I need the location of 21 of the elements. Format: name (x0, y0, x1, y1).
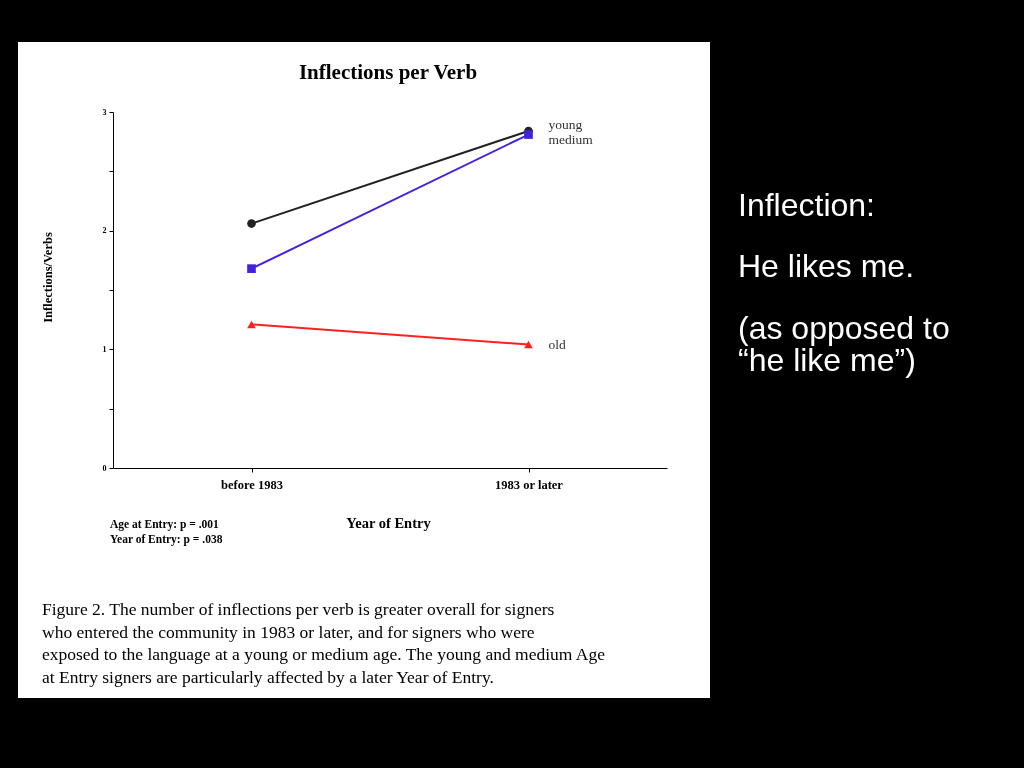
text: Age at Entry: p = .001 (110, 518, 220, 531)
caption: Figure 2. The number of inflections per verb is greater overall for signers who entered the community in 1983 or later, and for signers who were exposed to the language at a young or medium age. The young and medium Age at Entry signers are particularly affected by a later Year of Entry. (42, 599, 606, 687)
text: He likes me. (738, 248, 915, 284)
y-tick-label: 3 (102, 107, 107, 117)
x-tick-label: before 1983 (221, 477, 283, 492)
point (524, 130, 533, 139)
series-label: young (548, 117, 583, 133)
series-label: old (548, 336, 566, 352)
text: Year of Entry: p = .038 (110, 533, 223, 546)
chart-title: Inflections per Verb (298, 60, 478, 84)
text: Inflection: (738, 187, 875, 223)
y-tick-label: 1 (102, 344, 107, 354)
series-label: medium (548, 132, 594, 148)
x-axis-title: Year of Entry (346, 514, 432, 531)
point (247, 219, 256, 228)
y-tick-label: 2 (102, 226, 107, 236)
text: (as opposed to “he like me”) (738, 310, 950, 378)
point (247, 264, 256, 273)
y-axis-title: Inflections/Verbs (40, 232, 55, 323)
x-tick-label: 1983 or later (495, 477, 564, 492)
y-tick-label: 0 (102, 463, 107, 473)
